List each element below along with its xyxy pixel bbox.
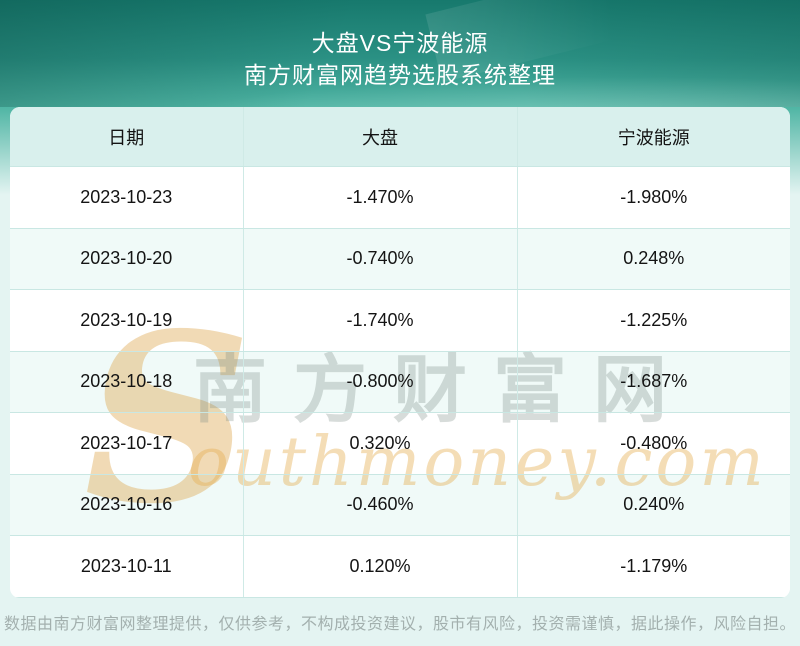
stock-change-cell: -1.687% <box>516 351 790 413</box>
stock-change-cell: -1.179% <box>516 535 790 598</box>
date-cell: 2023-10-17 <box>10 412 243 475</box>
banner-background <box>0 0 800 107</box>
page-title: 大盘VS宁波能源 <box>311 30 489 56</box>
date-cell: 2023-10-19 <box>10 289 243 352</box>
table-row: 2023-10-18 -0.800% -1.687% <box>10 351 790 413</box>
stock-change-cell: 0.240% <box>516 474 790 536</box>
page-subtitle: 南方财富网趋势选股系统整理 <box>244 62 556 88</box>
date-cell: 2023-10-11 <box>10 535 243 598</box>
date-cell: 2023-10-20 <box>10 228 243 290</box>
table-row: 2023-10-16 -0.460% 0.240% <box>10 474 790 536</box>
table-row: 2023-10-20 -0.740% 0.248% <box>10 228 790 290</box>
date-cell: 2023-10-18 <box>10 351 243 413</box>
market-change-cell: -1.470% <box>242 166 517 229</box>
column-header-stock: 宁波能源 <box>516 107 790 167</box>
column-header-date: 日期 <box>10 107 243 167</box>
stock-change-cell: -1.980% <box>516 166 790 229</box>
market-change-cell: -0.800% <box>242 351 517 413</box>
table-header-row: 日期 大盘 宁波能源 <box>10 107 790 167</box>
market-change-cell: -0.460% <box>242 474 517 536</box>
column-header-market: 大盘 <box>242 107 517 167</box>
stock-change-cell: 0.248% <box>516 228 790 290</box>
market-change-cell: 0.120% <box>242 535 517 598</box>
footer-disclaimer: 数据由南方财富网整理提供，仅供参考，不构成投资建议，股市有风险，投资需谨慎，据此… <box>3 616 796 633</box>
stock-change-cell: -1.225% <box>516 289 790 352</box>
stock-change-cell: -0.480% <box>516 412 790 475</box>
date-cell: 2023-10-23 <box>10 166 243 229</box>
market-change-cell: 0.320% <box>242 412 517 475</box>
banner-titles: 大盘VS宁波能源 南方财富网趋势选股系统整理 <box>0 27 800 91</box>
table-row: 2023-10-23 -1.470% -1.980% <box>10 166 790 229</box>
table-row: 2023-10-17 0.320% -0.480% <box>10 412 790 475</box>
table-row: 2023-10-19 -1.740% -1.225% <box>10 289 790 352</box>
market-change-cell: -1.740% <box>242 289 517 352</box>
comparison-table: 日期 大盘 宁波能源 2023-10-23 -1.470% -1.980% 20… <box>10 107 790 598</box>
table-row: 2023-10-11 0.120% -1.179% <box>10 535 790 598</box>
data-table-panel: S 南方财富网 outhmoney.com 日期 大盘 宁波能源 2023-10… <box>10 107 790 598</box>
market-change-cell: -0.740% <box>242 228 517 290</box>
date-cell: 2023-10-16 <box>10 474 243 536</box>
